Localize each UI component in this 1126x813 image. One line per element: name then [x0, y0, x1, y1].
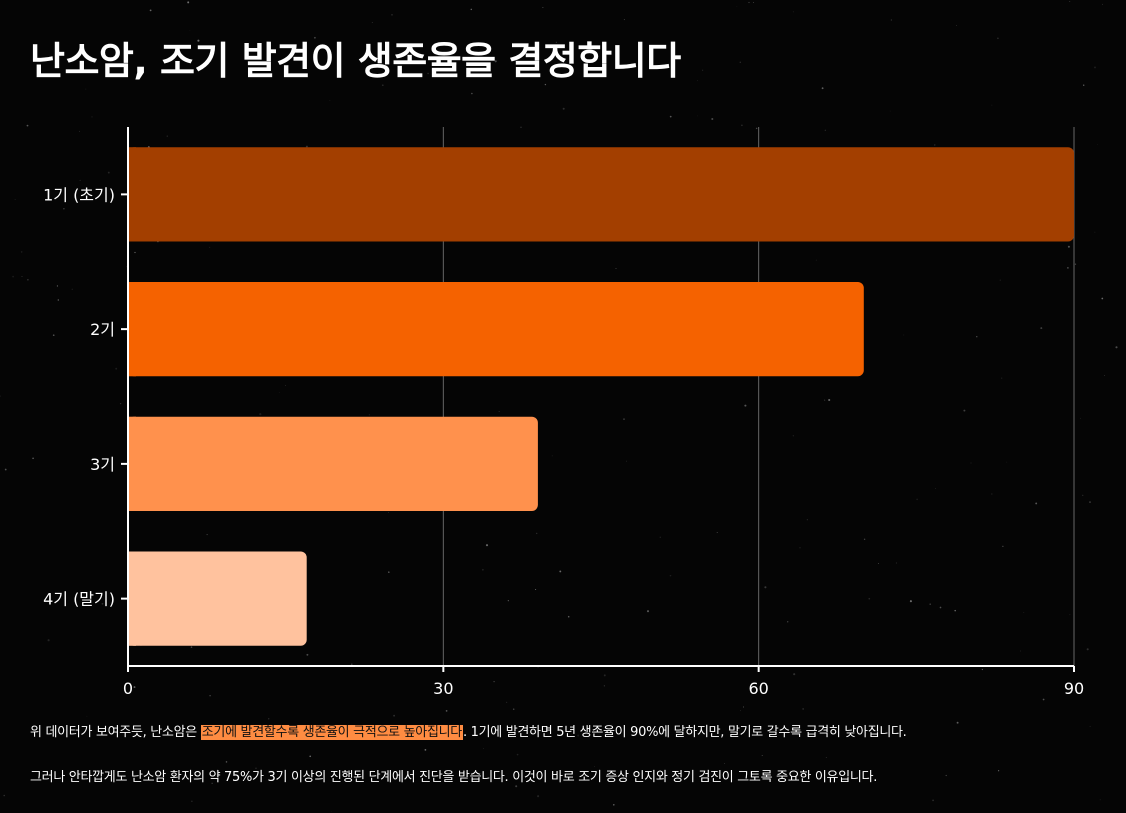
x-tick-label: 60: [748, 679, 768, 698]
x-tick-label: 30: [433, 679, 453, 698]
bar: [128, 282, 864, 377]
bar: [128, 147, 1074, 242]
axes: [121, 127, 1075, 672]
page-title: 난소암, 조기 발견이 생존율을 결정합니다: [30, 39, 681, 83]
y-tick-label: 1기 (초기): [43, 185, 115, 204]
bar: [128, 551, 307, 646]
para1-highlight: 조기에 발견할수록 생존율이 극적으로 높아집니다: [200, 725, 463, 740]
bar-left-edge: [128, 282, 136, 377]
bar-left-edge: [128, 416, 136, 511]
x-tick-label: 0: [123, 679, 133, 698]
bar-left-edge: [128, 551, 136, 646]
y-tick-label: 3기: [90, 455, 115, 474]
para1-text-after: . 1기에 발견하면 5년 생존율이 90%에 달하지만, 말기로 갈수록 급격…: [462, 725, 907, 740]
y-tick-label: 2기: [90, 320, 115, 339]
y-tick-label: 4기 (말기): [43, 590, 115, 609]
tick-labels: 0 30 60 90 1기 (초기) 2기 3기 4기 (말기): [43, 185, 1084, 698]
bars: [128, 147, 1074, 646]
para1-text-before: 위 데이터가 보여주듯, 난소암은: [30, 725, 201, 740]
description-paragraph-1: 위 데이터가 보여주듯, 난소암은 조기에 발견할수록 생존율이 극적으로 높아…: [30, 721, 907, 740]
bar: [128, 416, 538, 511]
description-paragraph-2: 그러나 안타깝게도 난소암 환자의 약 75%가 3기 이상의 진행된 단계에서…: [30, 770, 878, 785]
bar-left-edge: [128, 147, 136, 242]
bar-chart: 0 30 60 90 1기 (초기) 2기 3기 4기 (말기): [43, 127, 1084, 698]
x-tick-label: 90: [1064, 679, 1084, 698]
